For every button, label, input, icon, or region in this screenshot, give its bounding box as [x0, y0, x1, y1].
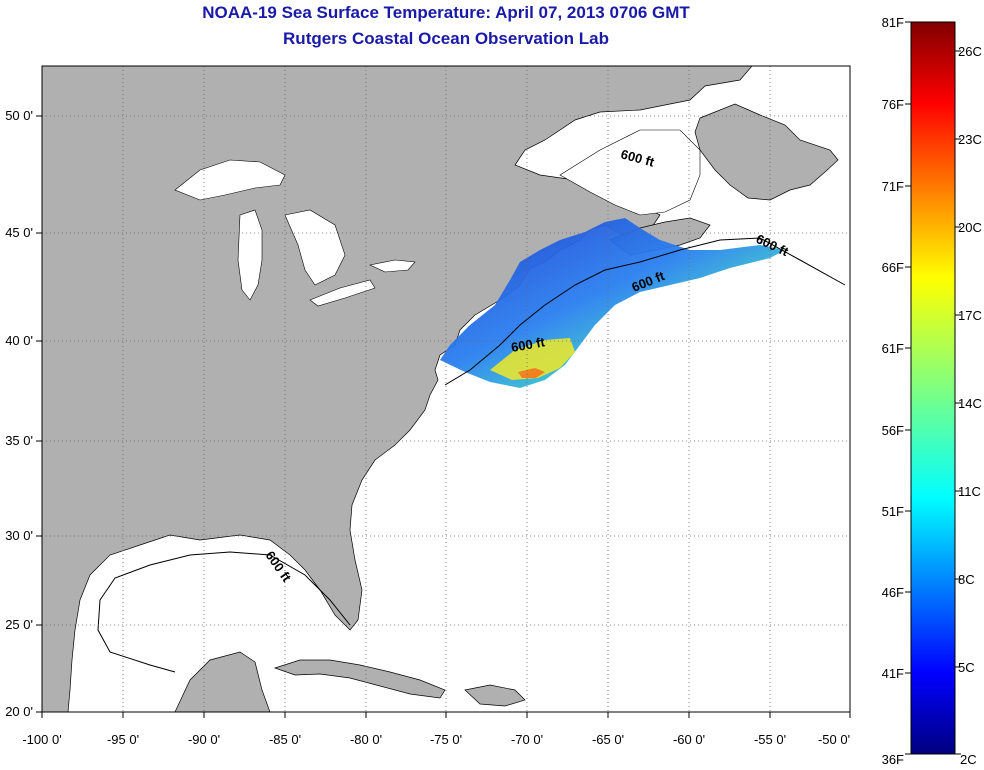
- sst-data-overlay: [440, 218, 785, 388]
- sst-warm-patch: [490, 338, 575, 380]
- shelf-contour-600ft: [444, 237, 846, 386]
- contour-label: 600 ft: [510, 334, 547, 355]
- colorbar-f-label: 61F: [882, 341, 904, 356]
- lat-tick-label: 50 0': [5, 108, 33, 123]
- colorbar-f-label: 81F: [882, 15, 904, 30]
- colorbar-f-label: 71F: [882, 179, 904, 194]
- lake-michigan: [237, 209, 263, 301]
- colorbar-f-label: 66F: [882, 260, 904, 275]
- map-subtitle: Rutgers Coastal Ocean Observation Lab: [283, 29, 609, 48]
- axis-ticks: [36, 115, 851, 718]
- colorbar-f-label: 46F: [882, 585, 904, 600]
- lat-tick-label: 20 0': [5, 704, 33, 719]
- colorbar-c-label: 17C: [958, 308, 982, 323]
- map-title: NOAA-19 Sea Surface Temperature: April 0…: [202, 3, 690, 22]
- gulf-contour-600ft: [97, 551, 351, 673]
- newfoundland-land: [694, 103, 839, 201]
- yucatan-land: [174, 651, 271, 712]
- lake-ontario: [369, 259, 416, 273]
- cuba-land: [273, 659, 446, 699]
- colorbar-c-label: 14C: [958, 396, 982, 411]
- grid-lines: [42, 66, 850, 712]
- lon-tick-label: -85 0': [269, 732, 301, 747]
- lon-tick-label: -100 0': [22, 732, 61, 747]
- colorbar-f-label: 76F: [882, 97, 904, 112]
- lake-huron: [284, 209, 346, 286]
- lon-tick-label: -55 0': [754, 732, 786, 747]
- colorbar-c-label: 2C: [960, 752, 977, 767]
- colorbar-c-label: 20C: [958, 220, 982, 235]
- lake-erie: [309, 279, 376, 307]
- sst-hot-spot: [518, 368, 545, 378]
- lat-tick-label: 25 0': [5, 617, 33, 632]
- latitude-labels: 20 0' 25 0' 30 0' 35 0' 40 0' 45 0' 50 0…: [5, 108, 33, 719]
- colorbar-f-label: 41F: [882, 666, 904, 681]
- colorbar-c-label: 8C: [958, 572, 975, 587]
- colorbar-f-label: 51F: [882, 504, 904, 519]
- lake-superior: [174, 159, 286, 201]
- lat-tick-label: 40 0': [5, 333, 33, 348]
- lat-tick-label: 45 0': [5, 225, 33, 240]
- lon-tick-label: -70 0': [511, 732, 543, 747]
- lon-tick-label: -50 0': [818, 732, 850, 747]
- gulf-of-st-lawrence: [559, 129, 701, 216]
- colorbar-f-label: 36F: [882, 752, 904, 767]
- temperature-colorbar: 81F 76F 71F 66F 61F 56F 51F 46F 41F 36F …: [882, 15, 982, 767]
- lon-tick-label: -80 0': [350, 732, 382, 747]
- colorbar-c-label: 23C: [958, 132, 982, 147]
- map-area: 600 ft 600 ft 600 ft 600 ft 600 ft: [42, 66, 850, 712]
- lat-tick-label: 35 0': [5, 433, 33, 448]
- lon-tick-label: -60 0': [673, 732, 705, 747]
- colorbar-c-label: 26C: [958, 44, 982, 59]
- longitude-labels: -100 0' -95 0' -90 0' -85 0' -80 0' -75 …: [22, 732, 850, 747]
- lon-tick-label: -75 0': [430, 732, 462, 747]
- colorbar-c-label: 11C: [958, 484, 981, 499]
- lon-tick-label: -90 0': [188, 732, 220, 747]
- lon-tick-label: -65 0': [592, 732, 624, 747]
- colorbar-f-label: 56F: [882, 423, 904, 438]
- colorbar-gradient: [910, 21, 956, 755]
- colorbar-c-label: 5C: [958, 660, 975, 675]
- lat-tick-label: 30 0': [5, 528, 33, 543]
- hispaniola-land: [464, 684, 526, 707]
- lon-tick-label: -95 0': [107, 732, 139, 747]
